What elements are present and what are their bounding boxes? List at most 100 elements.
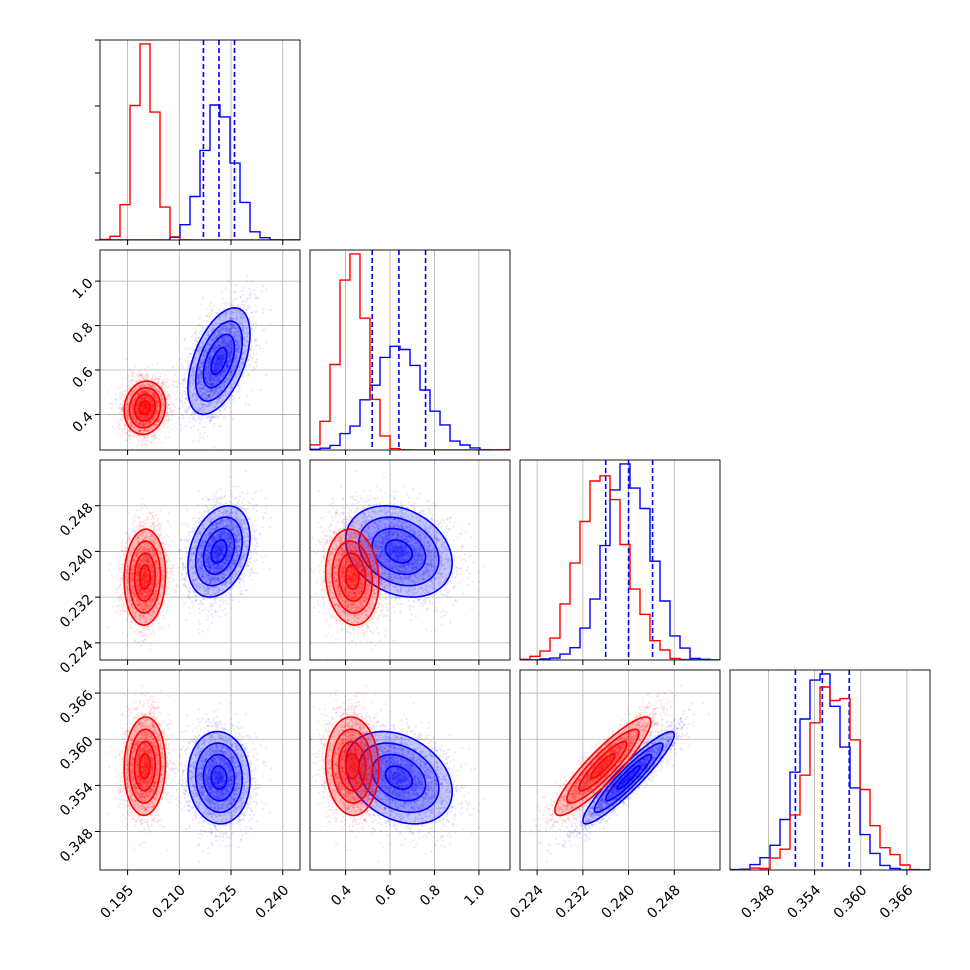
series_a-point [254,304,257,307]
series_a-point [209,376,213,379]
series_a-point [216,378,219,381]
series_a-point [223,343,226,346]
series_a-point [229,339,232,342]
series_a-point [191,367,194,370]
series_a-point [214,406,217,409]
series_a-point [226,345,229,348]
series_a-point [231,304,234,307]
series_a-point [208,382,211,385]
series_a-point [222,368,225,372]
series_a-point [198,367,201,370]
series_a-point [198,380,201,383]
series_a-point [248,297,251,300]
series_a-point [230,346,233,349]
series_a-point [190,355,193,359]
series_a-point [236,331,239,334]
series_a-point [228,346,231,349]
series_a-point [250,280,254,283]
series_a-point [247,403,250,406]
series_a-point [250,311,254,315]
series_a-point [214,323,217,326]
series_a-point [215,379,219,382]
series_a-point [218,358,221,361]
series_a-point [199,363,202,366]
series_a-point [242,329,245,332]
series_a-point [208,342,211,345]
series_a-point [183,380,186,383]
series_a-point [223,345,226,348]
series_a-point [206,366,210,369]
series_a-point [226,365,229,368]
series_a-point [180,364,183,367]
series_a-point [239,369,242,372]
series_a-point [216,379,220,382]
series_a-point [213,366,216,369]
series_a-point [216,343,219,346]
series_a-point [207,362,210,365]
series_a-point [221,361,224,364]
series_a-point [225,304,228,307]
series_a-point [255,297,258,300]
series_a-point [213,348,216,351]
series_a-point [211,382,214,386]
series_a-point [214,383,217,386]
series_a-point [226,363,229,366]
series_a-point [219,357,222,360]
series_a-point [234,335,237,338]
panel-bg [100,250,300,450]
series_a-point [198,386,201,389]
series_a-point [228,399,231,402]
series_a-point [217,331,220,334]
series_a-point [208,369,211,372]
series_a-point [210,383,213,386]
series_a-point [211,338,215,341]
series_b-point [120,383,123,386]
series_a-point [216,346,219,349]
series_a-point [232,334,235,338]
series_a-point [220,331,223,334]
series_a-point [251,389,254,392]
series_a-point [208,365,211,368]
series_a-point [213,405,216,408]
series_a-point [223,349,226,352]
panel-2-2 [520,460,720,660]
series_a-point [213,347,216,350]
series_a-point [183,390,187,393]
series_a-point [207,395,211,398]
series_a-point [251,357,254,360]
series_a-point [198,374,201,377]
series_a-point [243,350,246,354]
series_a-point [215,365,218,368]
panel-bg [100,670,300,870]
series_a-point [198,374,201,377]
series_a-point [215,363,218,366]
series_a-point [222,339,225,342]
series_a-point [237,345,240,348]
series_a-point [182,417,185,420]
series_a-point [214,415,217,418]
series_a-point [200,333,203,336]
series_a-point [249,322,252,325]
series_a-point [211,416,214,419]
series_a-point [222,342,225,345]
series_a-point [232,364,235,367]
series_a-point [192,392,195,396]
series_a-point [225,363,228,366]
series_a-point [197,351,200,354]
series_a-point [215,386,218,390]
series_a-point [216,356,220,359]
series_a-point [210,339,213,342]
series_a-point [245,345,248,348]
series_a-point [239,310,242,313]
series_a-point [206,381,209,384]
series_a-point [207,362,210,365]
series_a-point [215,360,218,363]
series_a-point [234,283,237,287]
series_a-point [207,371,210,374]
series_a-point [198,378,201,381]
series_a-point [212,381,215,384]
series_a-point [241,312,244,315]
series_a-point [236,350,239,353]
series_a-point [228,413,232,416]
series_a-point [217,351,220,354]
